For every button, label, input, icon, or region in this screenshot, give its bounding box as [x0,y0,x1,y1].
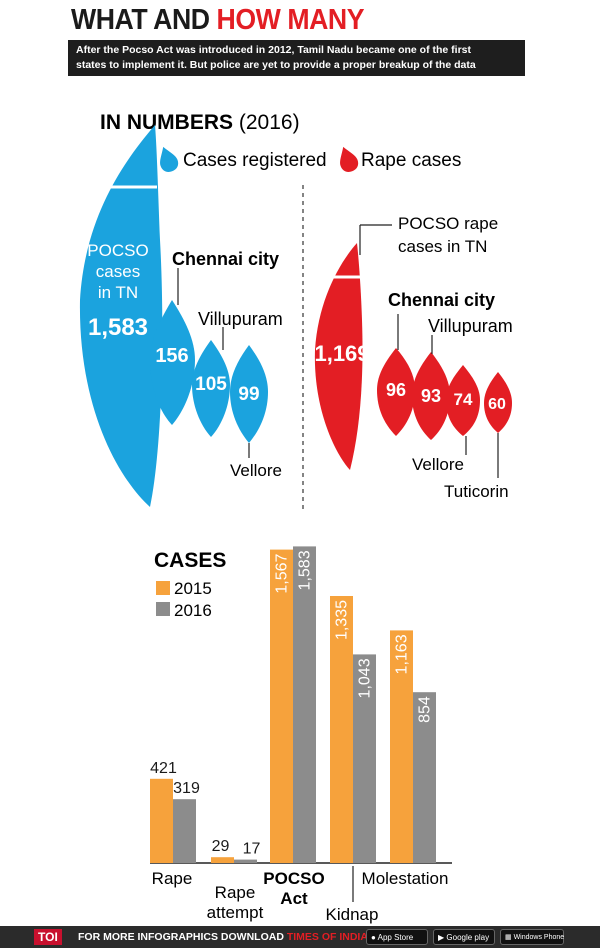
bar-molestation-2015 [390,630,413,863]
value-label-pocso-act-2016: 1,583 [297,550,314,590]
legend-2016-swatch [156,602,170,616]
subtitle-box: After the Pocso Act was introduced in 20… [68,40,525,76]
blue-main-label-1: POCSO [87,241,148,260]
legend-rape-label: Rape cases [361,150,461,171]
cases-bar-chart: CASES 2015 2016 421 319 29 17 1,567 1,583 1,33… [150,546,452,924]
cta-app-name[interactable]: TIMES OF INDIA APP [286,931,392,943]
red-vellore-label: Vellore [412,455,464,474]
value-label-rape-attempt-2016: 17 [243,841,261,858]
blue-main-value: 1,583 [88,314,148,341]
chart-title: CASES [154,549,226,572]
red-tuticorin-drop [484,372,512,433]
category-label-rape-attempt: Rape attempt [207,883,264,922]
blue-chennai-drop [150,300,195,425]
bar-rape-2015 [150,778,173,863]
red-villupuram-value: 93 [421,386,441,406]
red-chennai-label: Chennai city [388,290,495,310]
legend-2015-label: 2015 [174,579,212,598]
subtitle-line-1: After the Pocso Act was introduced in 20… [76,44,472,56]
blue-chennai-value: 156 [155,345,188,367]
app-store-badge[interactable]: ● App Store [366,929,428,945]
app-store-badge-label: App Store [377,933,414,942]
bar-rape-2016 [173,799,196,863]
value-label-molestation-2016: 854 [417,696,434,723]
category-label-rape: Rape [152,869,193,888]
toi-logo: TOI [34,929,62,945]
blue-villupuram-drop [192,340,230,437]
category-label-molestation: Molestation [362,869,449,888]
red-tuticorin-label: Tuticorin [444,482,509,501]
cta-label: FOR MORE INFOGRAPHICS DOWNLOAD [78,931,284,943]
red-main-value: 1,169 [314,341,369,366]
windows-phone-badge[interactable]: ▦ Windows Phone [500,929,564,945]
value-label-kidnap-2016: 1,043 [357,658,374,698]
in-numbers-infographic: IN NUMBERS (2016) Cases registered Rape … [79,111,513,510]
red-villupuram-label: Villupuram [428,316,513,336]
red-tuticorin-value: 60 [488,396,506,413]
legend-red-drop-icon [340,146,359,172]
blue-vellore-value: 99 [238,384,259,405]
red-main-label-2: cases in TN [398,237,487,256]
legend-2016-label: 2016 [174,601,212,620]
value-label-molestation-2015: 1,163 [394,634,411,674]
blue-villupuram-label: Villupuram [198,309,283,329]
play-icon: ▶ [438,933,445,942]
blue-main-label-3: in TN [98,283,138,302]
value-label-kidnap-2015: 1,335 [334,600,351,640]
subtitle-line-2: states to implement it. But police are y… [76,59,476,71]
value-label-pocso-act-2015: 1,567 [274,554,291,594]
category-label-kidnap: Kidnap [326,905,379,924]
red-main-drop [314,243,363,470]
red-vellore-value: 74 [454,390,473,409]
bars-group: 421 319 29 17 1,567 1,583 1,335 1,043 1,163 854 [150,546,436,863]
bar-molestation-2016 [413,692,436,863]
bar-kidnap-2016 [353,654,376,863]
legend-cases-label: Cases registered [183,150,327,171]
bar-rape-attempt-2015 [211,857,234,863]
red-chennai-value: 96 [386,380,406,400]
blue-villupuram-value: 105 [195,374,227,395]
in-numbers-title: IN NUMBERS (2016) [100,111,300,134]
legend-2015-swatch [156,581,170,595]
category-label-pocso-act: POCSO Act [263,869,324,908]
bar-rape-attempt-2016 [234,859,257,863]
windows-icon: ▦ [505,934,512,941]
blue-main-label-2: cases [96,262,140,281]
value-label-rape-attempt-2015: 29 [212,838,230,855]
cta-text: FOR MORE INFOGRAPHICS DOWNLOAD TIMES OF … [78,930,392,944]
value-label-rape-2016: 319 [173,780,200,797]
title-part-1: WHAT AND [71,4,210,36]
title-part-2: HOW MANY [216,4,365,36]
blue-vellore-label: Vellore [230,461,282,480]
legend-blue-drop-icon [160,146,179,172]
app-download-bar: TOI FOR MORE INFOGRAPHICS DOWNLOAD TIMES… [0,926,600,948]
bar-kidnap-2015 [330,596,353,863]
red-villupuram-drop [412,352,450,440]
value-label-rape-2015: 421 [150,760,177,777]
google-play-badge[interactable]: ▶ Google play [433,929,495,945]
bar-pocso-act-2015 [270,549,293,863]
red-vellore-drop [446,365,480,436]
blue-chennai-label: Chennai city [172,249,279,269]
apple-icon: ● [371,933,376,942]
red-chennai-drop [377,348,415,436]
red-main-label-1: POCSO rape [398,214,498,233]
bar-pocso-act-2016 [293,546,316,863]
google-play-badge-label: Google play [446,933,490,942]
page-title: WHAT AND HOW MANY [71,4,365,37]
blue-main-drop [79,125,163,507]
blue-vellore-drop [230,345,268,443]
windows-phone-badge-label: Windows Phone [513,934,565,941]
